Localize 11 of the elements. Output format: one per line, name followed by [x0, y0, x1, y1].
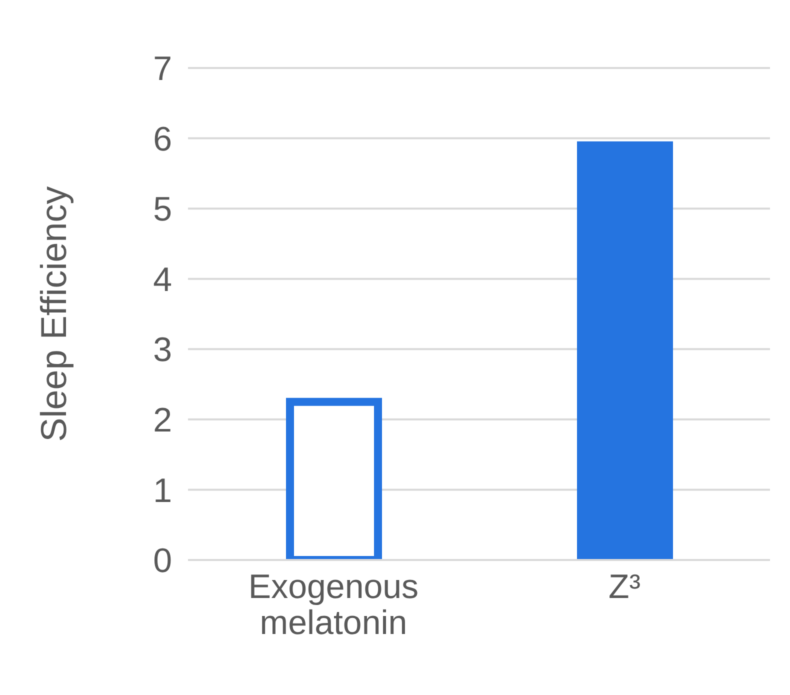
x-tick-label: Exogenous melatonin — [248, 568, 419, 642]
y-tick-label: 4 — [153, 260, 172, 299]
y-tick-label: 5 — [153, 190, 172, 229]
x-tick-label: Z³ — [608, 568, 641, 606]
y-tick-label: 7 — [153, 50, 172, 88]
y-tick-label: 1 — [153, 472, 172, 510]
y-tick-label: 3 — [153, 331, 172, 370]
y-tick-label: 2 — [153, 402, 172, 440]
y-tick-label: 0 — [153, 542, 172, 580]
y-axis-title: Sleep Efficiency — [32, 186, 74, 442]
y-tick-label: 6 — [153, 120, 172, 158]
